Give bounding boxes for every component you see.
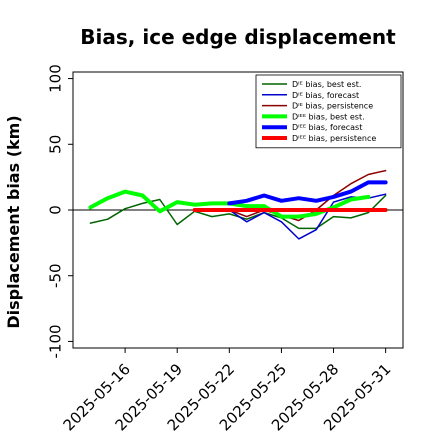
legend-label: Dᴵᴱᴱ bias, best est. — [292, 112, 365, 121]
legend-box — [255, 74, 402, 149]
y-tick-label: 50 — [47, 135, 65, 154]
legend-label: Dᴵᴱ bias, best est. — [292, 80, 361, 89]
y-tick-label: -100 — [47, 324, 65, 358]
series-line-3 — [228, 169, 387, 222]
y-axis-label: Displacement bias (km) — [4, 115, 23, 328]
y-tick-label: 100 — [47, 64, 65, 93]
chart-title: Bias, ice edge displacement — [80, 25, 396, 49]
series-line-5 — [227, 180, 388, 206]
legend-label: Dᴵᴱ bias, persistence — [292, 102, 373, 111]
legend-label: Dᴵᴱ bias, forecast — [292, 91, 359, 100]
y-tick-label: -50 — [47, 263, 65, 288]
legend-label: Dᴵᴱᴱ bias, forecast — [292, 123, 362, 132]
y-tick-label: 0 — [47, 205, 65, 215]
legend-label: Dᴵᴱᴱ bias, persistence — [292, 134, 376, 143]
